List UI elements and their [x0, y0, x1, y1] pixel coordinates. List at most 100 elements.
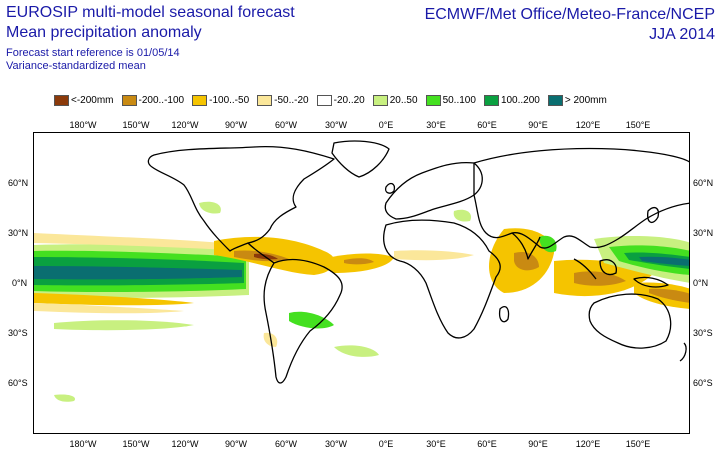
legend-label: -200..-100: [138, 94, 185, 106]
legend-label: -20..20: [333, 94, 365, 106]
lat-label-left: 60°S: [8, 378, 28, 388]
anomaly-pacific-core: [34, 266, 242, 280]
lon-label-top: 120°E: [575, 120, 601, 130]
lon-label-bottom: 120°E: [575, 439, 601, 449]
lat-label-left: 0°N: [12, 278, 28, 288]
lat-label-right: 0°N: [693, 278, 709, 288]
legend-item: 50..100: [425, 94, 476, 106]
india-coast: [511, 232, 541, 260]
asia-coast: [473, 147, 689, 249]
legend-item: <-200mm: [54, 94, 114, 106]
legend-item: -200..-100: [121, 94, 185, 106]
anomaly-patch-antarctic: [54, 394, 76, 402]
lon-label-bottom: 90°E: [528, 439, 548, 449]
africa-coast: [383, 219, 501, 339]
precipitation-legend: <-200mm -200..-100 -100..-50 -50..-20 -2…: [54, 93, 615, 107]
lat-label-right: 30°N: [693, 228, 714, 238]
lat-label-right: 30°S: [693, 328, 713, 338]
anomaly-pacific-dry-south: [34, 293, 194, 306]
anomaly-patch-europe: [453, 209, 472, 222]
new-guinea-coast: [633, 276, 669, 288]
lon-label-bottom: 60°W: [274, 439, 298, 449]
anomaly-sp-wet: [54, 320, 194, 331]
legend-label: 50..100: [442, 94, 476, 106]
europe-coast: [384, 161, 483, 220]
lon-label-top: 60°W: [274, 120, 298, 130]
coastline-layer: [147, 140, 689, 384]
borneo-coast: [599, 259, 617, 276]
sumatra-coast: [573, 258, 597, 280]
lon-label-bottom: 150°E: [625, 439, 651, 449]
lon-label-top: 60°E: [477, 120, 497, 130]
japan-coast: [647, 206, 660, 223]
south-america-coast: [263, 258, 343, 384]
map-canvas: [34, 140, 689, 402]
lat-label-right: 60°S: [693, 378, 713, 388]
legend-swatch: [547, 94, 563, 106]
anomaly-pacific-dry-south-light: [34, 303, 184, 314]
anomaly-layer: [34, 201, 689, 402]
north-america-coast: [147, 145, 335, 252]
legend-item: -100..-50: [192, 94, 250, 106]
lat-label-left: 60°N: [8, 178, 29, 188]
legend-swatch: [372, 94, 388, 106]
lon-label-top: 150°E: [625, 120, 651, 130]
legend-swatch: [121, 94, 137, 106]
madagascar-coast: [498, 305, 510, 323]
anomaly-brazil-wet: [289, 311, 334, 329]
lon-label-bottom: 180°W: [69, 439, 97, 449]
lon-label-bottom: 30°W: [324, 439, 348, 449]
forecast-reference-text: Forecast start reference is 01/05/14: [6, 47, 180, 59]
lat-label-left: 30°N: [8, 228, 29, 238]
legend-swatch: [257, 94, 273, 106]
anomaly-pacific-dry-north: [34, 233, 244, 251]
anomaly-swpac-strong: [649, 288, 689, 303]
anomaly-indian-strong: [514, 251, 539, 271]
lon-label-top: 180°W: [69, 120, 97, 130]
lon-label-top: 30°W: [324, 120, 348, 130]
lon-label-top: 120°W: [171, 120, 199, 130]
legend-item: 20..50: [372, 94, 418, 106]
new-zealand-coast: [679, 342, 687, 362]
legend-item: 100..200: [483, 94, 540, 106]
legend-swatch: [316, 94, 332, 106]
greenland-coast: [331, 140, 390, 178]
season-text: JJA 2014: [649, 26, 715, 43]
lon-label-top: 90°W: [224, 120, 248, 130]
anomaly-atlantic-core: [344, 258, 374, 265]
legend-swatch: [425, 94, 441, 106]
legend-label: > 200mm: [564, 94, 607, 106]
legend-label: 100..200: [500, 94, 540, 106]
anomaly-indonesia-strong: [574, 271, 626, 286]
lon-label-bottom: 60°E: [477, 439, 497, 449]
legend-label: <-200mm: [71, 94, 114, 106]
legend-swatch: [192, 94, 208, 106]
legend-item: -20..20: [316, 94, 365, 106]
anomaly-wpac-core: [639, 256, 689, 266]
lon-label-bottom: 120°W: [171, 439, 199, 449]
source-text: ECMWF/Met Office/Meteo-France/NCEP: [424, 6, 715, 23]
lat-label-right: 60°N: [693, 178, 714, 188]
lon-label-top: 0°E: [378, 120, 394, 130]
lon-label-top: 150°W: [122, 120, 150, 130]
variance-note-text: Variance-standardized mean: [6, 60, 146, 72]
anomaly-patch-npac: [199, 201, 221, 214]
uk-coast: [384, 182, 396, 194]
legend-swatch: [483, 94, 499, 106]
lon-label-bottom: 150°W: [122, 439, 150, 449]
legend-label: -50..-20: [274, 94, 309, 106]
lon-label-top: 30°E: [426, 120, 446, 130]
legend-label: 20..50: [389, 94, 418, 106]
lon-label-bottom: 90°W: [224, 439, 248, 449]
legend-label: -100..-50: [209, 94, 250, 106]
lon-label-top: 90°E: [528, 120, 548, 130]
legend-swatch: [54, 94, 69, 106]
lon-label-bottom: 0°E: [378, 439, 394, 449]
lon-label-bottom: 30°E: [426, 439, 446, 449]
central-america-coast: [247, 242, 275, 264]
anomaly-patch-south: [334, 345, 379, 357]
world-map: [33, 132, 690, 434]
map-title: EUROSIP multi-model seasonal forecast: [6, 4, 295, 21]
anomaly-sahel-dry: [394, 250, 474, 261]
legend-item: -50..-20: [257, 94, 309, 106]
